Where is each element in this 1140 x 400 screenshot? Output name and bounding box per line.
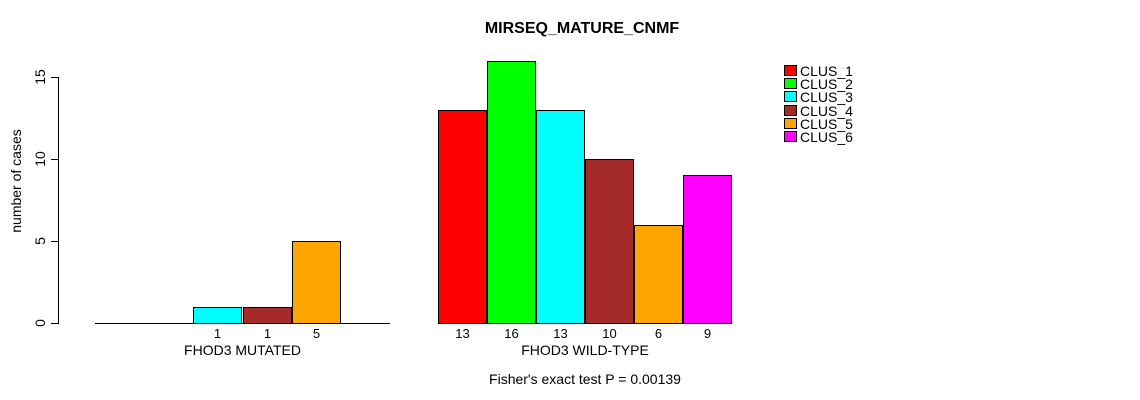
- y-axis-line: [58, 77, 59, 324]
- bar-clus_4: [243, 306, 292, 324]
- bar-clus_4: [585, 159, 634, 324]
- y-tick-mark: [51, 241, 58, 242]
- y-tick-mark: [51, 323, 58, 324]
- bar-value-label: 13: [455, 326, 470, 341]
- legend-swatch-clus_1: [784, 65, 797, 76]
- bar-value-label: 1: [263, 326, 272, 341]
- y-tick-label: 15: [32, 69, 48, 85]
- group-label-wild-type: FHOD3 WILD-TYPE: [521, 342, 649, 358]
- y-tick-label: 0: [32, 319, 48, 327]
- bar-clus_6: [683, 175, 732, 324]
- bar-clus_5: [634, 224, 683, 324]
- bar-value-label: 5: [312, 326, 321, 341]
- bar-clus_3: [536, 109, 585, 324]
- legend-swatch-clus_5: [784, 117, 797, 129]
- legend-label-clus_2: CLUS_2: [800, 76, 853, 93]
- legend-label-clus_1: CLUS_1: [800, 63, 853, 79]
- legend-swatch-clus_4: [784, 104, 797, 116]
- chart-title: MIRSEQ_MATURE_CNMF: [484, 20, 680, 37]
- bar-clus_3: [193, 306, 242, 324]
- group-label-mutated: FHOD3 MUTATED: [184, 342, 301, 358]
- y-tick-mark: [51, 77, 58, 78]
- bar-clus_2: [487, 60, 536, 324]
- legend-label-clus_5: CLUS_5: [800, 115, 853, 132]
- legend-swatch-clus_3: [784, 91, 797, 103]
- legend-swatch-clus_2: [784, 78, 797, 90]
- bar-value-label: 13: [553, 326, 568, 341]
- bar-clus_1: [438, 109, 487, 324]
- y-tick-label: 10: [32, 151, 48, 167]
- bar-value-label: 16: [504, 326, 519, 341]
- x-axis-baseline: [95, 323, 390, 324]
- legend-swatch-clus_6: [784, 131, 797, 142]
- y-axis-label: number of cases: [8, 129, 24, 233]
- bar-value-label: 9: [703, 326, 712, 341]
- y-tick-mark: [51, 159, 58, 160]
- bar-clus_5: [292, 241, 341, 324]
- legend-label-clus_4: CLUS_4: [800, 102, 853, 119]
- bar-value-label: 10: [602, 326, 617, 341]
- y-tick-label: 5: [32, 237, 48, 245]
- annotation-fisher-test: Fisher's exact test P = 0.00139: [489, 371, 681, 387]
- legend-label-clus_3: CLUS_3: [800, 89, 853, 106]
- bar-value-label: 1: [213, 326, 222, 341]
- bar-value-label: 6: [654, 326, 663, 341]
- legend-label-clus_6: CLUS_6: [800, 129, 853, 145]
